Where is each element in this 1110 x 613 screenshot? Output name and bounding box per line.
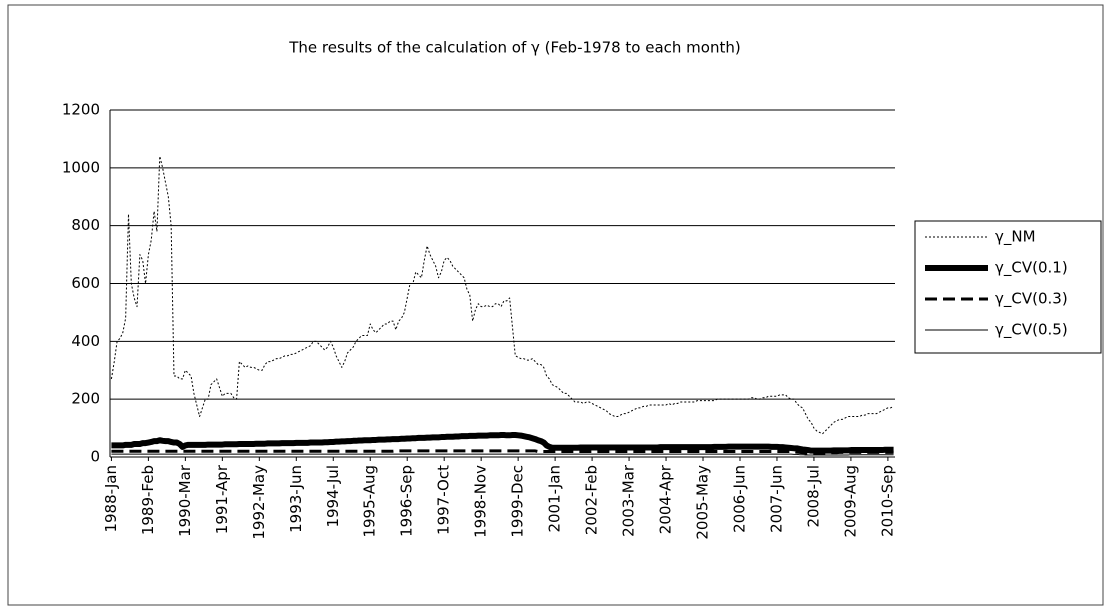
- x-tick-label: 2010-Sep: [878, 465, 896, 537]
- x-tick-label: 1996-Sep: [398, 465, 416, 537]
- x-tick-label: 2006-Jun: [730, 465, 748, 533]
- x-tick-label: 2004-Apr: [657, 464, 675, 534]
- x-tick-label: 1989-Feb: [139, 465, 157, 535]
- y-tick-label: 800: [71, 216, 100, 234]
- x-tick-label: 2008-Jul: [804, 465, 822, 528]
- y-tick-label: 200: [71, 390, 100, 408]
- x-tick-label: 1998-Nov: [472, 465, 490, 538]
- y-tick-label: 1000: [62, 158, 100, 176]
- x-tick-label: 2001-Jan: [546, 465, 564, 533]
- x-tick-label: 1997-Oct: [435, 465, 453, 535]
- x-tick-label: 1992-May: [250, 465, 268, 540]
- x-tick-label: 1994-Jul: [324, 465, 342, 528]
- legend-box: [914, 220, 1102, 354]
- x-tick-label: 2005-May: [694, 465, 712, 540]
- y-tick-label: 600: [71, 274, 100, 292]
- x-tick-label: 2007-Jun: [767, 465, 785, 533]
- x-tick-label: 1990-Mar: [176, 464, 194, 537]
- legend-label: γ_NM: [995, 228, 1036, 247]
- x-tick-label: 1999-Dec: [509, 465, 527, 538]
- x-tick-label: 2003-Mar: [620, 464, 638, 537]
- y-tick-label: 0: [90, 448, 100, 466]
- series-line: [111, 432, 894, 454]
- x-tick-label: 1993-Jun: [287, 465, 305, 533]
- series-line: [110, 155, 894, 435]
- legend-label: γ_CV(0.5): [995, 321, 1068, 340]
- x-tick-label: 1988-Jan: [102, 465, 120, 533]
- y-tick-label: 1200: [62, 101, 100, 119]
- x-tick-label: 1991-Apr: [213, 464, 231, 534]
- series-line: [111, 449, 894, 455]
- chart-title: The results of the calculation of γ (Feb…: [288, 39, 740, 57]
- y-tick-label: 400: [71, 332, 100, 350]
- x-tick-label: 2002-Feb: [583, 465, 601, 535]
- x-tick-label: 2009-Aug: [841, 465, 859, 538]
- legend-label: γ_CV(0.3): [995, 290, 1068, 309]
- x-tick-label: 1995-Aug: [361, 465, 379, 538]
- legend-label: γ_CV(0.1): [995, 259, 1068, 278]
- series-line: [111, 453, 894, 456]
